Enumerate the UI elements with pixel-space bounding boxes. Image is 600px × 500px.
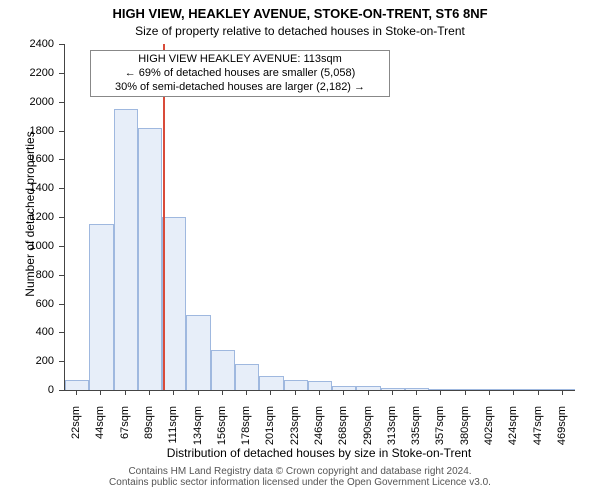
x-tick-label: 67sqm xyxy=(119,406,131,456)
histogram-bar xyxy=(429,389,453,390)
histogram-bar xyxy=(259,376,283,390)
y-tick-label: 1200 xyxy=(0,211,54,223)
annotation-line: HIGH VIEW HEAKLEY AVENUE: 113sqm xyxy=(97,53,383,67)
x-tick-mark xyxy=(513,390,514,395)
histogram-bar xyxy=(308,381,332,390)
y-tick-mark xyxy=(59,304,64,305)
x-tick-label: 156sqm xyxy=(216,406,228,456)
y-tick-label: 1600 xyxy=(0,153,54,165)
y-tick-label: 800 xyxy=(0,269,54,281)
y-tick-label: 2000 xyxy=(0,96,54,108)
x-tick-mark xyxy=(368,390,369,395)
x-tick-mark xyxy=(246,390,247,395)
x-tick-mark xyxy=(440,390,441,395)
y-tick-mark xyxy=(59,361,64,362)
histogram-bar xyxy=(405,388,429,390)
x-tick-mark xyxy=(538,390,539,395)
chart-container: HIGH VIEW, HEAKLEY AVENUE, STOKE-ON-TREN… xyxy=(0,0,600,500)
x-tick-label: 447sqm xyxy=(532,406,544,456)
x-tick-label: 246sqm xyxy=(313,406,325,456)
x-tick-mark xyxy=(270,390,271,395)
x-tick-label: 469sqm xyxy=(556,406,568,456)
y-tick-mark xyxy=(59,102,64,103)
x-tick-label: 111sqm xyxy=(167,406,179,456)
y-tick-mark xyxy=(59,275,64,276)
x-tick-mark xyxy=(125,390,126,395)
y-tick-label: 2200 xyxy=(0,67,54,79)
histogram-bar xyxy=(162,217,186,390)
y-tick-mark xyxy=(59,332,64,333)
y-tick-label: 2400 xyxy=(0,38,54,50)
x-tick-mark xyxy=(76,390,77,395)
x-tick-label: 268sqm xyxy=(337,406,349,456)
histogram-bar xyxy=(65,380,89,390)
x-tick-label: 335sqm xyxy=(410,406,422,456)
x-tick-label: 201sqm xyxy=(264,406,276,456)
y-tick-mark xyxy=(59,44,64,45)
y-tick-label: 0 xyxy=(0,384,54,396)
x-tick-mark xyxy=(465,390,466,395)
histogram-bar xyxy=(138,128,162,390)
footer-line: Contains public sector information licen… xyxy=(0,477,600,488)
footer-attribution: Contains HM Land Registry data © Crown c… xyxy=(0,466,600,488)
annotation-line: ← 69% of detached houses are smaller (5,… xyxy=(97,67,383,81)
y-tick-label: 600 xyxy=(0,298,54,310)
x-tick-mark xyxy=(392,390,393,395)
x-tick-label: 44sqm xyxy=(94,406,106,456)
x-tick-mark xyxy=(416,390,417,395)
x-tick-label: 424sqm xyxy=(507,406,519,456)
histogram-bar xyxy=(356,386,380,390)
x-tick-mark xyxy=(562,390,563,395)
x-tick-label: 313sqm xyxy=(386,406,398,456)
x-tick-label: 178sqm xyxy=(240,406,252,456)
x-tick-label: 402sqm xyxy=(483,406,495,456)
histogram-bar xyxy=(89,224,113,390)
x-tick-label: 134sqm xyxy=(192,406,204,456)
y-tick-mark xyxy=(59,159,64,160)
histogram-bar xyxy=(551,389,575,390)
y-tick-mark xyxy=(59,217,64,218)
chart-title-sub: Size of property relative to detached ho… xyxy=(0,24,600,38)
x-tick-label: 357sqm xyxy=(434,406,446,456)
footer-line: Contains HM Land Registry data © Crown c… xyxy=(0,466,600,477)
x-tick-mark xyxy=(343,390,344,395)
x-tick-mark xyxy=(100,390,101,395)
histogram-bar xyxy=(114,109,138,390)
y-tick-mark xyxy=(59,131,64,132)
annotation-line: 30% of semi-detached houses are larger (… xyxy=(97,81,383,95)
x-tick-mark xyxy=(173,390,174,395)
x-tick-label: 22sqm xyxy=(70,406,82,456)
y-tick-label: 1400 xyxy=(0,182,54,194)
y-tick-mark xyxy=(59,390,64,391)
y-tick-label: 200 xyxy=(0,355,54,367)
histogram-bar xyxy=(502,389,526,390)
y-tick-mark xyxy=(59,73,64,74)
histogram-bar xyxy=(211,350,235,390)
histogram-bar xyxy=(454,389,478,390)
histogram-bar xyxy=(526,389,550,390)
x-tick-mark xyxy=(198,390,199,395)
x-tick-label: 223sqm xyxy=(289,406,301,456)
x-tick-label: 380sqm xyxy=(459,406,471,456)
y-tick-label: 400 xyxy=(0,326,54,338)
x-tick-mark xyxy=(319,390,320,395)
y-tick-label: 1800 xyxy=(0,125,54,137)
x-tick-label: 290sqm xyxy=(362,406,374,456)
x-tick-mark xyxy=(489,390,490,395)
x-tick-mark xyxy=(222,390,223,395)
histogram-bar xyxy=(235,364,259,390)
annotation-box: HIGH VIEW HEAKLEY AVENUE: 113sqm← 69% of… xyxy=(90,50,390,97)
x-tick-mark xyxy=(295,390,296,395)
y-tick-mark xyxy=(59,188,64,189)
y-tick-mark xyxy=(59,246,64,247)
histogram-bar xyxy=(381,388,405,390)
histogram-bar xyxy=(284,380,308,390)
x-tick-label: 89sqm xyxy=(143,406,155,456)
x-tick-mark xyxy=(149,390,150,395)
histogram-bar xyxy=(332,386,356,390)
chart-title-main: HIGH VIEW, HEAKLEY AVENUE, STOKE-ON-TREN… xyxy=(0,6,600,21)
histogram-bar xyxy=(186,315,210,390)
y-tick-label: 1000 xyxy=(0,240,54,252)
